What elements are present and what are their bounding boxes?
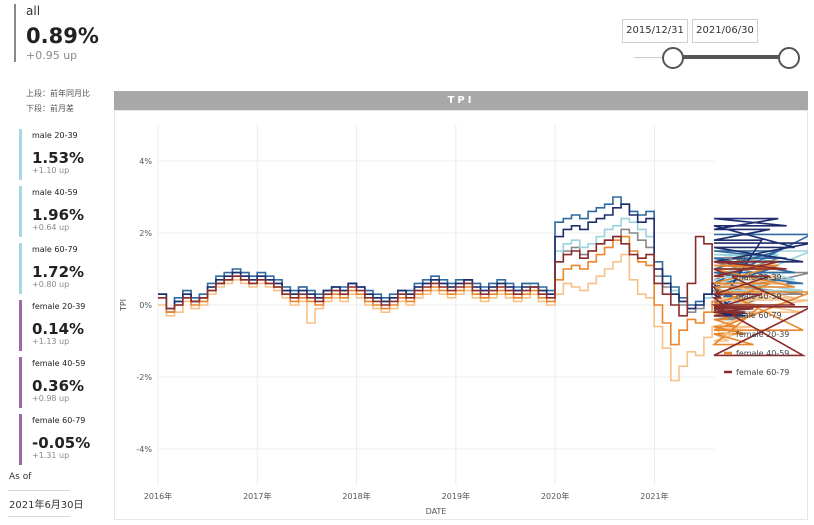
y-tick-label: 0%: [139, 301, 152, 310]
kpi-card-label: female 40-59: [32, 359, 86, 368]
legend-label: female 20-39: [736, 330, 789, 339]
kpi-card-value: 1.53%: [32, 149, 85, 167]
kpi-card-value: 0.14%: [32, 320, 85, 338]
kpi-card-label: female 60-79: [32, 416, 86, 425]
series-line-female-20-39: [158, 253, 808, 382]
x-tick-label: 2021年: [640, 491, 668, 501]
x-axis-title: DATE: [426, 507, 447, 516]
tpi-line-chart: -4% -2% 0% 2% 4% 2016年 2017年 2018年 2019年 2020年 202…: [119, 125, 808, 516]
y-axis-title: TPI: [119, 299, 128, 312]
kpi-card-male-60-79: male 60-79 1.72% +0.80 up: [19, 243, 116, 294]
as-of-label: As of: [9, 472, 32, 482]
y-tick-label: 4%: [139, 157, 152, 166]
kpi-all-label: all: [26, 4, 41, 18]
series-line-male-60-79: [158, 203, 808, 317]
x-tick-label: 2017年: [243, 491, 271, 501]
x-tick-label: 2016年: [144, 491, 172, 501]
as-of-date: 2021年6月30日: [9, 500, 84, 511]
legend-label: female 40-59: [736, 349, 789, 358]
chart-title: TPI: [114, 91, 808, 110]
kpi-card-change: +1.13 up: [32, 337, 70, 346]
legend-label: female 60-79: [736, 368, 789, 377]
notes: 上段：前年同月比 下段：前月差: [26, 86, 90, 116]
kpi-all-change: +0.95 up: [26, 49, 78, 62]
kpi-card-label: male 60-79: [32, 245, 78, 254]
kpi-card-change: +0.80 up: [32, 280, 70, 289]
x-tick-label: 2018年: [342, 491, 370, 501]
kpi-card-male-20-39: male 20-39 1.53% +1.10 up: [19, 129, 116, 180]
kpi-card-value: 0.36%: [32, 377, 85, 395]
legend-label: male 40-59: [736, 292, 782, 301]
chart-frame: [114, 110, 808, 520]
legend-label: male 20-39: [736, 273, 782, 282]
date-slider-end-handle[interactable]: [778, 47, 800, 69]
note-yoy: 上段：前年同月比: [26, 89, 90, 98]
kpi-card-label: male 20-39: [32, 131, 78, 140]
kpi-card-value: 1.96%: [32, 206, 85, 224]
kpi-all: all 0.89% +0.95 up: [14, 4, 126, 62]
kpi-card-change: +0.98 up: [32, 394, 70, 403]
y-tick-label: 2%: [139, 229, 152, 238]
date-range-end-input[interactable]: 2021/06/30: [692, 19, 758, 43]
kpi-card-female-40-59: female 40-59 0.36% +0.98 up: [19, 357, 116, 408]
legend-label: male 60-79: [736, 311, 782, 320]
divider: [8, 516, 70, 517]
divider: [8, 490, 70, 491]
kpi-card-change: +0.64 up: [32, 223, 70, 232]
kpi-card-label: female 20-39: [32, 302, 86, 311]
kpi-card-female-60-79: female 60-79 -0.05% +1.31 up: [19, 414, 116, 465]
date-range-start-input[interactable]: 2015/12/31: [622, 19, 688, 43]
kpi-all-value: 0.89%: [26, 24, 99, 48]
kpi-card-male-40-59: male 40-59 1.96% +0.64 up: [19, 186, 116, 237]
x-tick-label: 2020年: [541, 491, 569, 501]
date-slider-start-handle[interactable]: [662, 47, 684, 69]
series-line-female-60-79: [158, 235, 808, 357]
kpi-card-change: +1.10 up: [32, 166, 70, 175]
kpi-card-value: 1.72%: [32, 263, 85, 281]
kpi-card-value: -0.05%: [32, 434, 91, 452]
series-line-all: [158, 228, 808, 321]
x-tick-label: 2019年: [442, 491, 470, 501]
kpi-card-female-20-39: female 20-39 0.14% +1.13 up: [19, 300, 116, 351]
kpi-card-change: +1.31 up: [32, 451, 70, 460]
kpi-card-label: male 40-59: [32, 188, 78, 197]
y-tick-label: -4%: [136, 445, 152, 454]
note-mom: 下段：前月差: [26, 104, 74, 113]
y-tick-label: -2%: [136, 373, 152, 382]
legend-label: all: [736, 254, 745, 263]
date-slider-range: [672, 55, 788, 59]
